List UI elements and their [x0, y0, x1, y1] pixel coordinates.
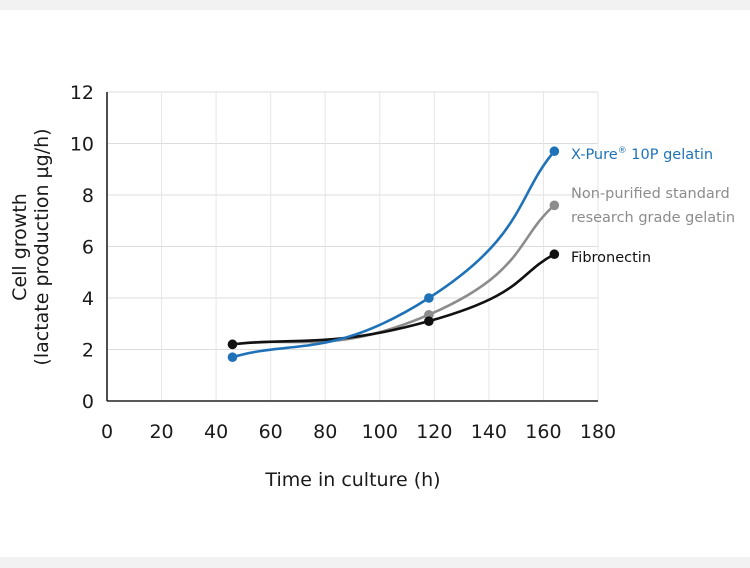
- series-line-0: [231, 149, 556, 359]
- y-tick-label: 0: [82, 391, 94, 413]
- x-tick-label: 160: [525, 421, 561, 443]
- y-axis-title-line-1: Cell growth: [9, 193, 31, 301]
- grid-lines: [107, 91, 599, 401]
- y-axis-title: Cell growth (lactate production µg/h): [9, 128, 53, 365]
- y-tick-label: 6: [82, 237, 94, 259]
- x-axis-title: Time in culture (h): [264, 469, 440, 491]
- x-tick-label: 60: [259, 421, 283, 443]
- series-point-0: [424, 293, 434, 303]
- series-point-2: [549, 249, 560, 260]
- y-tick-labels: 0 2 4 6 8 10 12: [70, 82, 94, 413]
- y-tick-label: 4: [82, 288, 94, 310]
- x-tick-label: 0: [101, 421, 113, 443]
- legend-label-fibronectin: Fibronectin: [571, 250, 651, 266]
- series-point-2: [227, 339, 238, 350]
- legend-label-xpure: X-Pure® 10P gelatin: [571, 146, 713, 163]
- series-line-1: [231, 204, 556, 346]
- legend: X-Pure® 10P gelatin Non-purified standard…: [571, 146, 735, 266]
- top-border-strip: [0, 0, 750, 10]
- series-line-2: [231, 252, 556, 346]
- x-tick-label: 20: [149, 421, 173, 443]
- x-tick-label: 120: [416, 421, 452, 443]
- x-tick-label: 100: [362, 421, 398, 443]
- y-axis-title-line-2: (lactate production µg/h): [31, 128, 53, 365]
- x-tick-labels: 0 20 40 60 80 100 120 140 160 180: [101, 421, 616, 443]
- series-point-1: [549, 200, 560, 211]
- y-tick-label: 12: [70, 82, 94, 104]
- series-point-0: [549, 146, 560, 157]
- series-point-0: [227, 352, 238, 363]
- x-tick-label: 80: [313, 421, 337, 443]
- series-points: [227, 146, 560, 363]
- x-tick-label: 180: [580, 421, 616, 443]
- series-lines: [231, 149, 556, 359]
- series-point-2: [424, 316, 434, 326]
- y-tick-label: 10: [70, 134, 94, 156]
- axes: [106, 92, 598, 402]
- bottom-border-strip: [0, 557, 750, 568]
- x-tick-label: 140: [471, 421, 507, 443]
- x-tick-label: 40: [204, 421, 228, 443]
- legend-label-non-purified-line-2: research grade gelatin: [571, 210, 735, 226]
- y-tick-label: 8: [82, 185, 94, 207]
- legend-label-non-purified-line-1: Non-purified standard: [571, 186, 730, 202]
- y-tick-label: 2: [82, 340, 94, 362]
